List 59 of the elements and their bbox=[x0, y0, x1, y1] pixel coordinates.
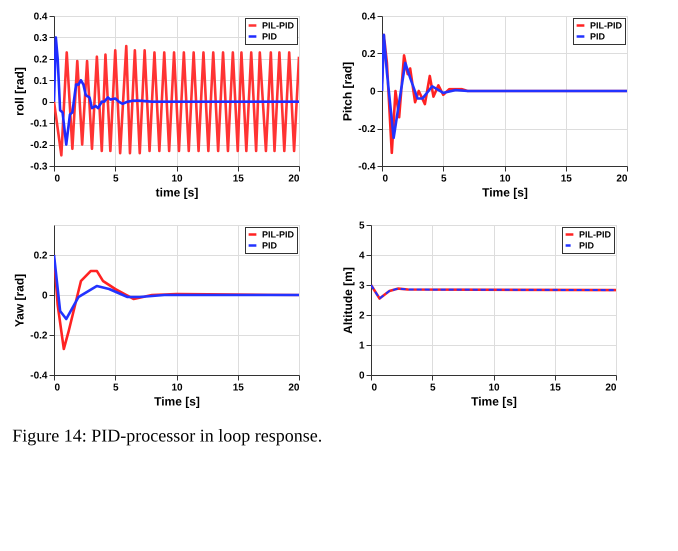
x-tick-label: 20 bbox=[605, 382, 617, 394]
y-tick-label: 1 bbox=[358, 340, 365, 352]
y-tick-label: -0.3 bbox=[30, 162, 48, 172]
y-tick-label: -0.4 bbox=[358, 162, 376, 172]
x-tick-label: 0 bbox=[54, 382, 60, 394]
x-tick-label: 5 bbox=[112, 174, 119, 184]
x-tick-label: 5 bbox=[112, 382, 119, 394]
legend-label: PIL-PID bbox=[262, 20, 294, 30]
y-tick-label: -0.2 bbox=[30, 330, 48, 342]
y-tick-label: 0.2 bbox=[362, 49, 376, 60]
y-tick-label: 0.1 bbox=[34, 76, 48, 87]
legend-label: PIL-PID bbox=[590, 20, 622, 30]
x-tick-label: 10 bbox=[499, 174, 511, 184]
x-tick-label: 10 bbox=[171, 174, 183, 184]
x-tick-label: 20 bbox=[616, 174, 628, 184]
y-tick-label: -0.1 bbox=[30, 118, 48, 130]
y-axis-title: Yaw [rad] bbox=[12, 274, 26, 328]
caption: Figure 14: PID-processor in loop response. bbox=[12, 426, 322, 446]
legend-label: PIL-PID bbox=[262, 230, 294, 240]
legend-label: PID bbox=[579, 240, 595, 250]
legend-label: PIL-PID bbox=[579, 230, 612, 240]
legend-label: PID bbox=[262, 240, 278, 250]
y-tick-label: 0 bbox=[358, 370, 365, 382]
x-tick-label: 0 bbox=[54, 174, 60, 184]
y-axis-title: roll [rad] bbox=[12, 67, 26, 116]
legend-label: PID bbox=[590, 32, 606, 42]
y-tick-label: 0.2 bbox=[34, 54, 48, 66]
y-tick-label: 4 bbox=[358, 250, 365, 262]
legend-label: PID bbox=[262, 32, 278, 42]
y-tick-label: 0.4 bbox=[34, 12, 48, 22]
y-tick-label: -0.2 bbox=[358, 124, 376, 135]
y-tick-label: -0.2 bbox=[30, 140, 48, 152]
y-tick-label: 0 bbox=[370, 86, 376, 98]
y-tick-label: 0 bbox=[42, 290, 48, 302]
y-tick-label: 5 bbox=[358, 220, 365, 232]
y-tick-label: 0.4 bbox=[362, 12, 376, 22]
x-tick-label: 15 bbox=[232, 382, 244, 394]
x-tick-label: 5 bbox=[440, 174, 447, 184]
y-tick-label: 0 bbox=[42, 97, 48, 108]
y-tick-label: -0.4 bbox=[30, 370, 48, 382]
y-tick-label: 2 bbox=[358, 310, 365, 322]
x-axis-title: Time [s] bbox=[471, 394, 517, 408]
x-tick-label: 5 bbox=[430, 382, 436, 394]
x-axis-title: Time [s] bbox=[154, 394, 200, 408]
x-tick-label: 15 bbox=[550, 382, 562, 394]
y-axis-title: Altitude [m] bbox=[340, 267, 355, 334]
x-axis-title: time [s] bbox=[156, 186, 198, 200]
x-tick-label: 20 bbox=[288, 382, 300, 394]
y-tick-label: 0.2 bbox=[34, 250, 48, 262]
x-tick-label: 10 bbox=[488, 382, 500, 394]
x-tick-label: 0 bbox=[382, 174, 388, 184]
x-axis-title: Time [s] bbox=[482, 186, 528, 200]
x-tick-label: 20 bbox=[288, 174, 300, 184]
x-tick-label: 15 bbox=[560, 174, 572, 184]
x-tick-label: 15 bbox=[232, 174, 244, 184]
y-tick-label: 0.3 bbox=[34, 32, 48, 44]
y-tick-label: 3 bbox=[358, 280, 365, 292]
y-axis-title: Pitch [rad] bbox=[340, 62, 354, 122]
x-tick-label: 10 bbox=[171, 382, 183, 394]
